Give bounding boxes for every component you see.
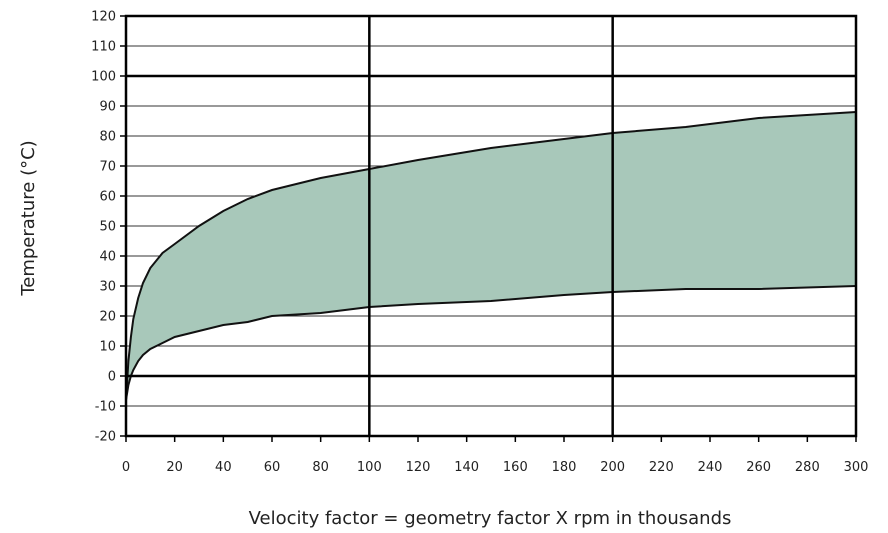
band-area [126, 112, 856, 400]
x-tick-label: 120 [406, 460, 431, 475]
x-tick-label: 180 [552, 460, 577, 475]
x-tick-label: 100 [357, 460, 382, 475]
y-tick-label: 80 [99, 130, 116, 145]
y-tick-label: 0 [108, 370, 116, 385]
y-tick-label: 20 [99, 310, 116, 325]
y-tick-label: 30 [99, 280, 116, 295]
x-tick-label: 300 [844, 460, 869, 475]
y-tick-label: 70 [99, 160, 116, 175]
x-tick-label: 40 [215, 460, 232, 475]
x-tick-label: 160 [503, 460, 528, 475]
y-tick-label: 10 [99, 340, 116, 355]
y-axis-ticks: -20 -10 0 10 20 30 40 50 60 70 80 90 100 110 120 [91, 10, 126, 445]
x-tick-label: 20 [166, 460, 183, 475]
x-tick-label: 260 [746, 460, 771, 475]
x-tick-label: 140 [454, 460, 479, 475]
y-tick-label: 110 [91, 40, 116, 55]
y-axis-title: Temperature (°C) [18, 140, 39, 296]
y-tick-label: 90 [99, 100, 116, 115]
y-tick-label: 120 [91, 10, 116, 25]
x-tick-label: 60 [264, 460, 281, 475]
x-tick-label: 200 [600, 460, 625, 475]
x-tick-label: 240 [698, 460, 723, 475]
y-tick-label: 60 [99, 190, 116, 205]
y-tick-label: 50 [99, 220, 116, 235]
x-axis-ticks: 0 20 40 60 80 100 120 140 160 180 200 220 240 260 280 3… [122, 436, 869, 475]
x-axis-title: Velocity factor = geometry factor X rpm … [249, 508, 732, 529]
y-tick-label: 100 [91, 70, 116, 85]
y-tick-label: -20 [95, 430, 116, 445]
y-tick-label: -10 [95, 400, 116, 415]
x-tick-label: 220 [649, 460, 674, 475]
x-tick-label: 280 [795, 460, 820, 475]
x-tick-label: 80 [312, 460, 329, 475]
band-fill [126, 112, 856, 400]
x-tick-label: 0 [122, 460, 130, 475]
y-tick-label: 40 [99, 250, 116, 265]
